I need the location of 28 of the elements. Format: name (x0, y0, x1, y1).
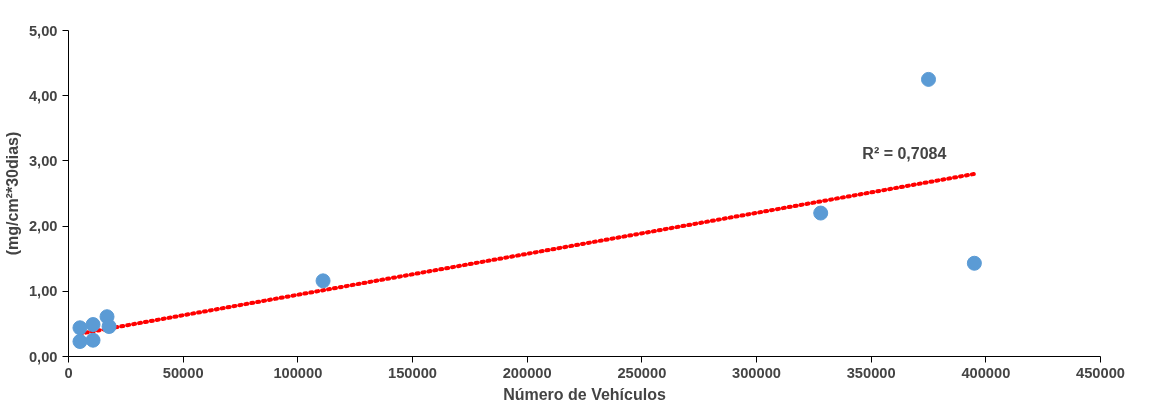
x-axis-title: Número de Vehículos (503, 385, 666, 403)
x-tick-label: 200000 (502, 364, 552, 381)
point (315, 273, 331, 289)
x-tick-label: 0 (64, 364, 73, 381)
x-tick-label: 450000 (1076, 364, 1125, 381)
point (72, 320, 88, 336)
x-tick-label: 350000 (846, 364, 896, 381)
point (85, 332, 101, 348)
x-tick-label: 250000 (617, 364, 667, 381)
y-tick-label: 4,00 (28, 87, 58, 104)
y-tick-label: 1,00 (28, 283, 58, 300)
x-tick-label: 400000 (961, 364, 1011, 381)
x-tick-label: 300000 (732, 364, 781, 381)
point (813, 205, 829, 221)
point (85, 317, 101, 333)
point (966, 255, 982, 271)
x-tick-label: 50000 (162, 364, 204, 381)
y-tick-label: 2,00 (28, 218, 58, 235)
point (101, 319, 117, 334)
point (921, 71, 936, 87)
y-tick-label: 5,00 (28, 22, 58, 39)
point (72, 334, 88, 349)
y-tick-label: 0,00 (28, 348, 58, 365)
annotation: R² = 0,7084 (862, 144, 947, 162)
x-tick-label: 100000 (273, 364, 323, 381)
y-tick-label: 3,00 (28, 152, 58, 169)
y-axis-title: (mg/cm²*30dias) (3, 131, 21, 256)
x-tick-label: 150000 (388, 364, 437, 381)
